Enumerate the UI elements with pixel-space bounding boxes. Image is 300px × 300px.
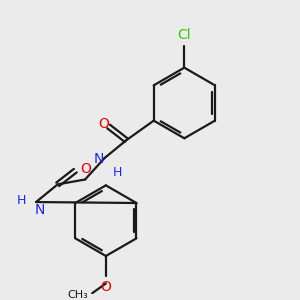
Text: Cl: Cl	[178, 28, 191, 42]
Text: CH₃: CH₃	[68, 290, 88, 300]
Text: O: O	[100, 280, 111, 293]
Text: O: O	[80, 162, 91, 176]
Text: H: H	[112, 166, 122, 179]
Text: N: N	[35, 203, 46, 217]
Text: O: O	[98, 117, 109, 130]
Text: H: H	[17, 194, 26, 207]
Text: N: N	[93, 152, 104, 166]
